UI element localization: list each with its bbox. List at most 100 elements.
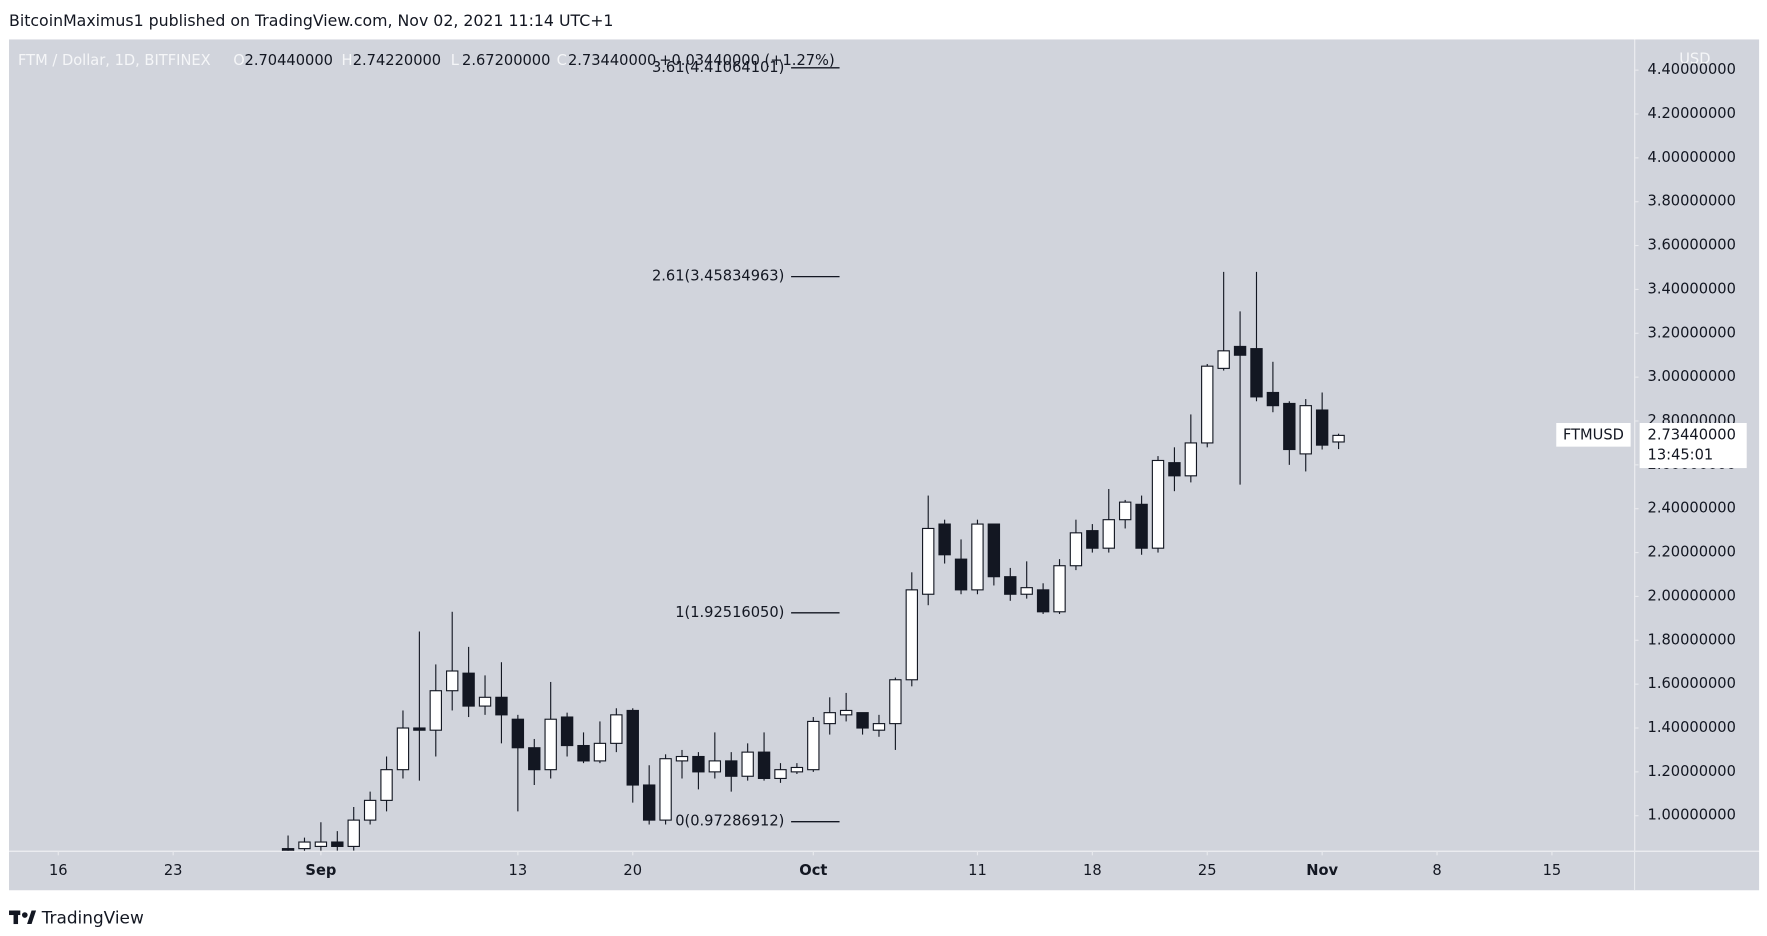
candle-body [314, 841, 328, 847]
candle-body [1004, 576, 1017, 595]
fib-label: 3.61(4.41064101) [652, 59, 784, 76]
candle-body [1053, 565, 1066, 613]
y-tick-label: 1.20000000 [1648, 763, 1736, 780]
y-tick-label: 4.00000000 [1648, 149, 1736, 166]
x-tick-label: 11 [968, 862, 987, 879]
x-tick-label: 13 [509, 862, 528, 879]
candle-body [363, 799, 377, 821]
price-label-box [1639, 422, 1747, 469]
candle-body [610, 714, 623, 744]
candle-body [987, 523, 1001, 578]
candle-body [725, 760, 738, 777]
x-tick-label: 18 [1083, 862, 1102, 879]
candle-body [380, 769, 393, 801]
candle-body [1233, 345, 1247, 356]
y-tick-label: 1.60000000 [1648, 675, 1736, 692]
symbol-label-box [1556, 422, 1631, 447]
y-tick-label: 3.20000000 [1648, 324, 1736, 341]
candle-body [708, 760, 722, 773]
legend-key: C [557, 52, 567, 69]
x-tick-label: 23 [164, 862, 183, 879]
candle-body [1069, 532, 1083, 567]
candle-body [922, 527, 935, 595]
y-tick-label: 4.40000000 [1648, 61, 1736, 78]
candle-body [462, 672, 475, 707]
overlay: FTM / Dollar, 1D, BITFINEX O 2.70440000 H 2.… [18, 52, 1747, 879]
candle-body [1036, 589, 1050, 613]
candle-body [1283, 402, 1296, 451]
legend-symbol: FTM / Dollar, 1D, BITFINEX [18, 52, 211, 69]
candle-body [790, 766, 804, 773]
candle-body [1299, 405, 1312, 455]
candle-body [331, 841, 344, 847]
candle-body [823, 712, 836, 725]
candle-body [1217, 350, 1230, 369]
candle-body [971, 523, 984, 591]
logo-part [21, 912, 28, 918]
x-tick-label: Oct [799, 862, 827, 879]
candle-body [593, 742, 607, 762]
fib-label: 2.61(3.45834963) [652, 268, 784, 285]
y-tick-label: 2.00000000 [1648, 587, 1736, 604]
legend-value: 2.70440000 [245, 52, 333, 69]
legend-key: L [451, 52, 460, 69]
legend-value: 2.74220000 [353, 52, 441, 69]
candle-body [1184, 442, 1198, 477]
candle-body [1332, 434, 1345, 443]
x-tick-label: 15 [1543, 862, 1562, 879]
candle-body [1250, 348, 1263, 398]
y-tick-label: 1.80000000 [1648, 631, 1736, 648]
candle-body [905, 589, 918, 681]
candle-body [478, 696, 492, 707]
candle-body [1020, 587, 1033, 595]
axis-unit: USD [1679, 51, 1710, 68]
footer-brand: TradingView [41, 907, 144, 927]
candle-body [839, 709, 853, 716]
candle-body [1086, 530, 1099, 549]
candle-body [1168, 462, 1181, 477]
legend-value: 2.73440000 [568, 52, 656, 69]
candle-body [413, 727, 426, 731]
legend-change: +0.03440000 (+1.27%) [659, 52, 834, 69]
candle-body [1201, 365, 1214, 444]
candle-body [528, 747, 541, 771]
candle-body [659, 758, 672, 821]
y-tick-label: 1.40000000 [1648, 719, 1736, 736]
candle-body [1266, 391, 1280, 407]
plot-area [9, 39, 1635, 851]
y-tick-label: 3.60000000 [1648, 237, 1736, 254]
candle-body [872, 723, 886, 731]
candle-body [281, 848, 295, 851]
legend-key: O [233, 52, 245, 69]
candle-body [560, 716, 574, 747]
footer-logo [9, 910, 37, 925]
candle-body [1102, 519, 1115, 549]
time-axis [9, 851, 1760, 891]
candle-body [626, 709, 639, 786]
candle-body [889, 679, 902, 725]
candle-body [642, 784, 656, 821]
candle-body [446, 670, 459, 692]
candle-body [938, 523, 951, 556]
candle-body [347, 819, 360, 847]
candle-body [856, 712, 869, 729]
publisher-line: BitcoinMaximus1 published on TradingView… [9, 11, 613, 30]
y-tick-label: 1.00000000 [1648, 807, 1736, 824]
candle-body [577, 744, 590, 762]
x-tick-label: 16 [49, 862, 68, 879]
candle-body [1315, 409, 1329, 446]
fib-label: 1(1.92516050) [675, 604, 784, 621]
y-tick-label: 3.00000000 [1648, 368, 1736, 385]
candle-body [675, 755, 689, 762]
candle-body [692, 755, 705, 773]
candle-body [298, 841, 311, 850]
x-tick-label: Nov [1306, 862, 1338, 879]
countdown-label: 13:45:01 [1648, 447, 1714, 464]
y-tick-label: 2.40000000 [1648, 500, 1736, 517]
symbol-label: FTMUSD [1563, 426, 1624, 443]
candle-body [807, 720, 820, 771]
candle-body [429, 690, 442, 731]
x-tick-label: 25 [1198, 862, 1217, 879]
